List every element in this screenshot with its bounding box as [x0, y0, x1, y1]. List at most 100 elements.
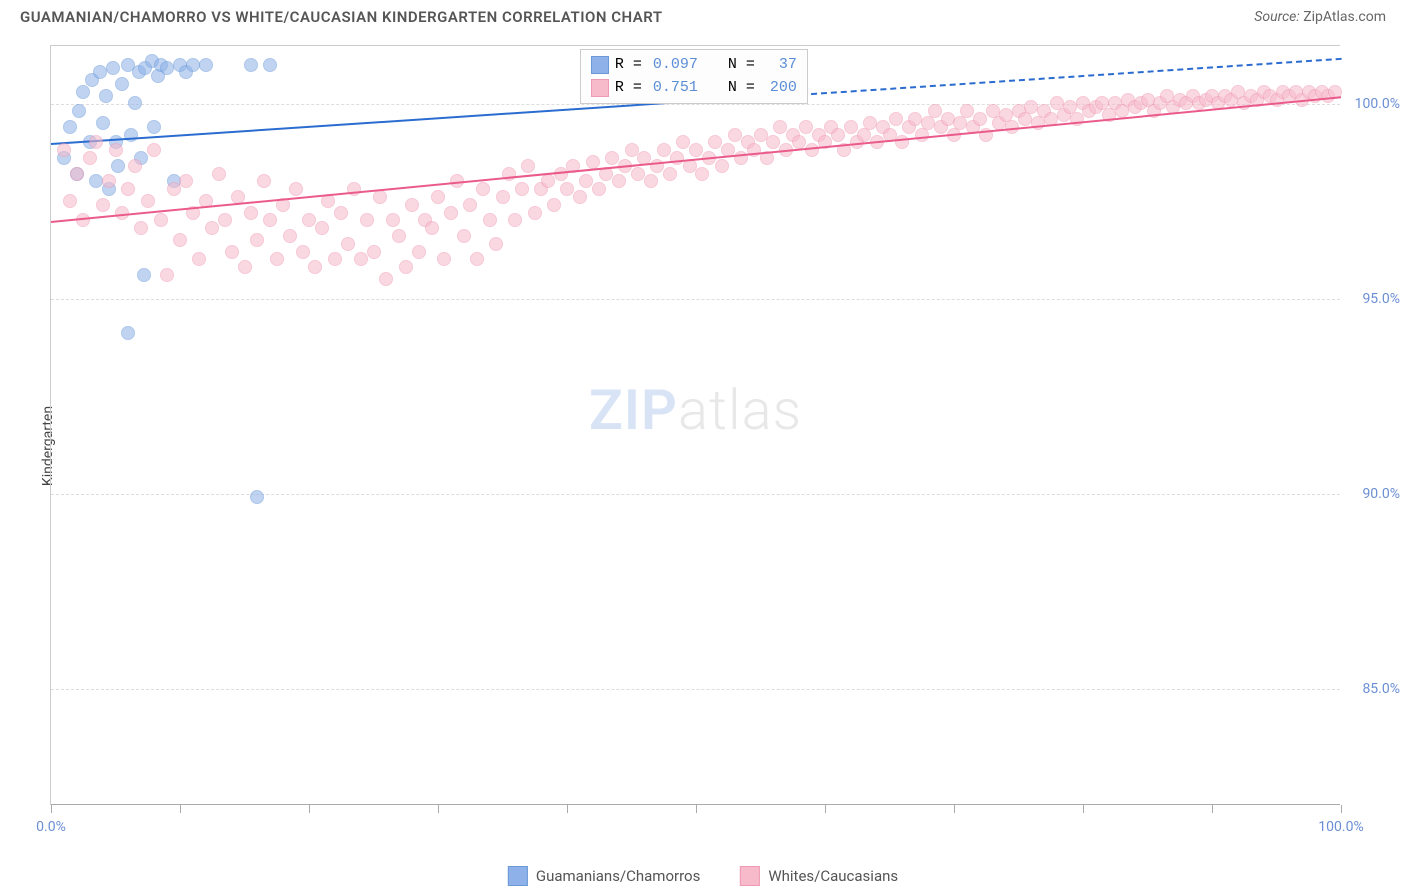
- chart-legend: Guamanians/Chamorros Whites/Caucasians: [508, 866, 898, 886]
- scatter-point: [515, 182, 529, 196]
- scatter-point: [715, 159, 729, 173]
- scatter-point: [89, 174, 103, 188]
- stats-r-value: 0.751: [648, 77, 698, 100]
- scatter-point: [863, 116, 877, 130]
- scatter-point: [412, 245, 426, 259]
- scatter-point: [405, 198, 419, 212]
- scatter-point: [1024, 100, 1038, 114]
- scatter-point: [470, 252, 484, 266]
- scatter-point: [147, 120, 161, 134]
- scatter-point: [612, 174, 626, 188]
- scatter-point: [489, 237, 503, 251]
- scatter-point: [218, 213, 232, 227]
- scatter-point: [147, 143, 161, 157]
- y-tick-label: 95.0%: [1362, 291, 1400, 307]
- x-tick: [567, 805, 568, 813]
- scatter-point: [586, 155, 600, 169]
- scatter-point: [72, 104, 86, 118]
- scatter-point: [547, 198, 561, 212]
- scatter-point: [199, 58, 213, 72]
- scatter-point: [444, 206, 458, 220]
- x-tick-label: 100.0%: [1318, 819, 1363, 835]
- scatter-point: [238, 260, 252, 274]
- scatter-point: [941, 112, 955, 126]
- stats-swatch: [591, 79, 609, 97]
- scatter-point: [592, 182, 606, 196]
- x-tick: [1083, 805, 1084, 813]
- scatter-point: [528, 206, 542, 220]
- scatter-point: [573, 190, 587, 204]
- scatter-point: [496, 190, 510, 204]
- scatter-point: [425, 221, 439, 235]
- scatter-point: [179, 174, 193, 188]
- scatter-point: [579, 174, 593, 188]
- scatter-point: [154, 213, 168, 227]
- scatter-point: [541, 174, 555, 188]
- scatter-point: [263, 58, 277, 72]
- x-tick-label: 0.0%: [36, 819, 66, 835]
- scatter-point: [63, 194, 77, 208]
- scatter-point: [689, 143, 703, 157]
- scatter-point: [96, 116, 110, 130]
- scatter-point: [695, 167, 709, 181]
- scatter-point: [289, 182, 303, 196]
- scatter-point: [134, 221, 148, 235]
- scatter-point: [354, 252, 368, 266]
- scatter-point: [225, 245, 239, 259]
- scatter-point: [315, 221, 329, 235]
- stats-row: R =0.097 N =37: [591, 54, 797, 77]
- scatter-point: [766, 135, 780, 149]
- x-tick: [180, 805, 181, 813]
- stats-r-value: 0.097: [648, 54, 698, 77]
- scatter-point: [392, 229, 406, 243]
- scatter-point: [111, 159, 125, 173]
- scatter-point: [302, 213, 316, 227]
- scatter-point: [99, 89, 113, 103]
- scatter-point: [708, 135, 722, 149]
- watermark-zip: ZIP: [589, 377, 678, 443]
- scatter-point: [437, 252, 451, 266]
- scatter-point: [676, 135, 690, 149]
- scatter-point: [160, 268, 174, 282]
- legend-swatch: [740, 866, 760, 886]
- scatter-point: [657, 143, 671, 157]
- scatter-point: [373, 190, 387, 204]
- legend-label: Guamanians/Chamorros: [536, 867, 700, 885]
- scatter-point: [386, 213, 400, 227]
- scatter-point: [93, 65, 107, 79]
- gridline: [51, 494, 1340, 495]
- x-tick: [438, 805, 439, 813]
- scatter-point: [83, 151, 97, 165]
- scatter-point: [379, 272, 393, 286]
- stats-swatch: [591, 56, 609, 74]
- scatter-point: [631, 167, 645, 181]
- scatter-point: [257, 174, 271, 188]
- x-tick: [51, 805, 52, 813]
- scatter-point: [115, 77, 129, 91]
- scatter-point: [521, 159, 535, 173]
- scatter-point: [244, 206, 258, 220]
- y-tick-label: 100.0%: [1355, 96, 1400, 112]
- y-tick-label: 85.0%: [1362, 681, 1400, 697]
- scatter-point: [831, 128, 845, 142]
- scatter-point: [212, 167, 226, 181]
- scatter-point: [160, 61, 174, 75]
- scatter-point: [560, 182, 574, 196]
- scatter-point: [960, 104, 974, 118]
- legend-swatch: [508, 866, 528, 886]
- scatter-point: [173, 233, 187, 247]
- stats-n-value: 200: [761, 77, 797, 100]
- scatter-point: [644, 174, 658, 188]
- scatter-point: [186, 58, 200, 72]
- scatter-point: [89, 135, 103, 149]
- scatter-point: [463, 198, 477, 212]
- scatter-point: [70, 167, 84, 181]
- scatter-point: [250, 233, 264, 247]
- stats-box: R =0.097 N =37R =0.751 N =200: [580, 49, 808, 104]
- scatter-point: [431, 190, 445, 204]
- scatter-point: [754, 128, 768, 142]
- stats-r-label: R =: [615, 77, 642, 100]
- legend-label: Whites/Caucasians: [768, 867, 898, 885]
- gridline: [51, 299, 1340, 300]
- stats-row: R =0.751 N =200: [591, 77, 797, 100]
